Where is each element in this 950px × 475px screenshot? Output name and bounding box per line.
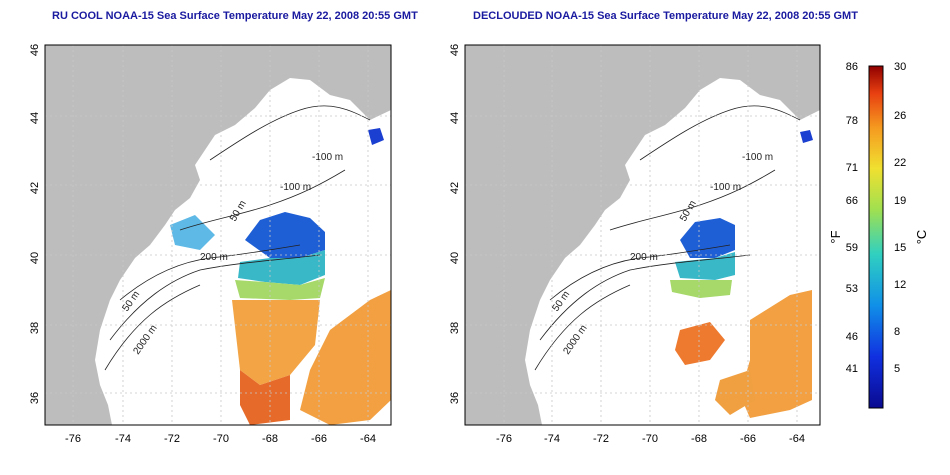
fahrenheit-tick: 78 <box>846 115 858 127</box>
x-tick-label: -68 <box>691 433 707 445</box>
contour-line <box>104 284 201 371</box>
contour-line <box>539 254 751 341</box>
warm-water-south <box>715 370 755 415</box>
y-tick-label: 40 <box>29 252 41 264</box>
mild-water <box>235 278 325 300</box>
celsius-tick: 8 <box>894 326 900 338</box>
patches <box>170 215 215 250</box>
contour-line <box>109 254 321 341</box>
celsius-tick: 5 <box>894 363 900 375</box>
contour-label: -100 m <box>280 182 311 193</box>
cool-water <box>238 250 325 285</box>
contour-label: -100 m <box>312 152 343 163</box>
y-tick-label: 38 <box>29 322 41 334</box>
land-mass <box>45 45 391 425</box>
right-sst-map: -100 m -100 m 50 m 200 m 50 m 2000 m 36 … <box>449 44 821 445</box>
contour-label: 200 m <box>200 252 228 263</box>
map-frame <box>44 44 392 426</box>
celsius-tick: 22 <box>894 157 906 169</box>
x-tick-label: -76 <box>65 433 81 445</box>
warm-water-center <box>675 322 725 365</box>
x-tick-label: -76 <box>496 433 512 445</box>
contour-line <box>534 284 631 371</box>
fahrenheit-tick: 59 <box>846 242 858 254</box>
y-tick-label: 46 <box>29 44 41 56</box>
x-tick-label: -66 <box>311 433 327 445</box>
x-tick-label: -74 <box>115 433 131 445</box>
celsius-tick: 26 <box>894 110 906 122</box>
y-tick-label: 36 <box>29 392 41 404</box>
north-patch <box>800 130 813 143</box>
x-tick-label: -70 <box>213 433 229 445</box>
left-map-title: RU COOL NOAA-15 Sea Surface Temperature … <box>52 10 418 22</box>
land-mass <box>465 45 820 425</box>
warm-water-east <box>740 290 812 418</box>
grid-lines <box>465 45 820 425</box>
celsius-tick: 30 <box>894 61 906 73</box>
x-tick-label: -64 <box>360 433 376 445</box>
x-tick-label: -70 <box>642 433 658 445</box>
hot-water <box>240 370 290 425</box>
x-tick-label: -66 <box>740 433 756 445</box>
contour-label: -100 m <box>710 182 741 193</box>
celsius-tick: 12 <box>894 279 906 291</box>
y-tick-label: 38 <box>449 322 461 334</box>
contour-line <box>119 244 301 301</box>
contour-line <box>609 169 776 231</box>
celsius-unit-label: °C <box>914 230 929 245</box>
fahrenheit-unit-label: °F <box>828 230 843 243</box>
x-tick-label: -72 <box>164 433 180 445</box>
fahrenheit-tick: 71 <box>846 162 858 174</box>
contour-line <box>639 105 801 161</box>
fahrenheit-tick: 66 <box>846 195 858 207</box>
colorbar-gradient <box>868 65 884 409</box>
y-tick-label: 42 <box>449 182 461 194</box>
temperature-colorbar: 86 78 71 66 59 53 46 41 30 26 22 19 15 1… <box>828 61 929 409</box>
mild-water <box>670 280 732 298</box>
celsius-tick: 15 <box>894 242 906 254</box>
cold-water <box>680 218 735 258</box>
y-tick-label: 46 <box>449 44 461 56</box>
warm-water <box>232 300 320 385</box>
contour-line <box>549 244 731 301</box>
fahrenheit-tick: 86 <box>846 61 858 73</box>
fahrenheit-tick: 41 <box>846 363 858 375</box>
fahrenheit-tick: 46 <box>846 331 858 343</box>
north-patch <box>368 128 384 145</box>
x-tick-label: -72 <box>593 433 609 445</box>
y-tick-label: 40 <box>449 252 461 264</box>
map-frame <box>464 44 821 426</box>
y-tick-label: 44 <box>449 112 461 124</box>
contour-label: -100 m <box>742 152 773 163</box>
x-tick-label: -68 <box>262 433 278 445</box>
right-map-title: DECLOUDED NOAA-15 Sea Surface Temperatur… <box>473 10 858 22</box>
contour-line <box>209 105 371 161</box>
cool-water <box>675 252 735 280</box>
contour-label: 200 m <box>630 252 658 263</box>
x-tick-label: -74 <box>544 433 560 445</box>
celsius-tick: 19 <box>894 195 906 207</box>
y-tick-label: 42 <box>29 182 41 194</box>
grid-lines <box>45 45 391 425</box>
y-tick-label: 44 <box>29 112 41 124</box>
x-tick-label: -64 <box>789 433 805 445</box>
y-tick-label: 36 <box>449 392 461 404</box>
left-sst-map: -100 m -100 m 50 m 200 m 50 m 2000 m 36 … <box>29 44 392 445</box>
fahrenheit-tick: 53 <box>846 283 858 295</box>
cold-water <box>245 212 325 258</box>
